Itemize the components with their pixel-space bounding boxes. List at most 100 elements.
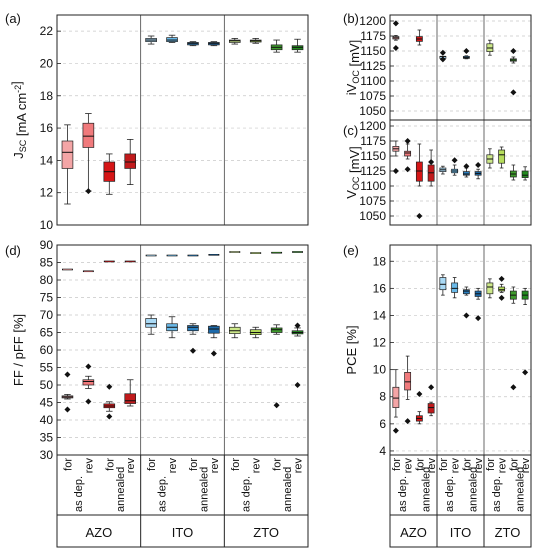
- box-body: [270, 327, 283, 333]
- y-tick-label: 20: [40, 56, 54, 70]
- panel-letter: (b): [343, 11, 359, 26]
- y-tick-label: 1050: [359, 104, 386, 118]
- y-tick-label: 40: [40, 413, 54, 427]
- sweep-label: for: [146, 458, 158, 471]
- box-body: [124, 153, 136, 169]
- outlier-marker: [210, 350, 217, 357]
- y-tick-label: 80: [40, 273, 54, 287]
- plot-frame: [389, 244, 532, 456]
- sweep-label: rev: [403, 458, 415, 474]
- y-tick-label: 1100: [360, 74, 386, 88]
- box-8: [486, 278, 494, 299]
- box-body: [439, 277, 447, 291]
- box-body: [451, 282, 459, 293]
- outlier-marker: [392, 427, 399, 434]
- box-9: [249, 38, 262, 44]
- sweep-label: for: [438, 458, 450, 471]
- outlier-marker: [510, 48, 517, 54]
- y-tick-label: 14: [40, 153, 54, 167]
- outlier-marker: [439, 56, 446, 63]
- box-7: [474, 168, 482, 180]
- sweep-label: rev: [293, 458, 305, 474]
- y-tick-label: 90: [40, 238, 54, 252]
- panel-letter: (c): [343, 123, 358, 138]
- y-axis-label: FF / pFF [%]: [11, 314, 26, 386]
- box-10: [509, 164, 517, 181]
- box-5: [451, 277, 459, 299]
- box-10: [509, 286, 517, 304]
- box-9: [498, 146, 506, 169]
- outlier-marker: [404, 418, 411, 425]
- y-axis-label-part: SC: [18, 139, 28, 152]
- sweep-label: rev: [251, 458, 263, 474]
- box-0: [392, 35, 400, 41]
- y-tick-label: 75: [40, 291, 54, 305]
- sweep-label: rev: [473, 458, 485, 474]
- y-tick-label: 35: [40, 431, 54, 445]
- y-tick-label: 55: [40, 361, 54, 375]
- box-8: [229, 38, 241, 45]
- box-0: [61, 394, 74, 400]
- outlier-marker: [85, 363, 92, 370]
- box-8: [229, 323, 241, 339]
- box-2: [415, 29, 423, 46]
- y-tick-label: 85: [40, 256, 54, 270]
- y-tick-label: 60: [40, 343, 54, 357]
- box-11: [521, 166, 529, 181]
- y-tick-label: 70: [40, 308, 54, 322]
- box-body: [208, 325, 220, 334]
- y-axis-label-part: [mV]: [347, 40, 362, 70]
- material-label: AZO: [85, 525, 112, 540]
- box-body: [486, 282, 494, 295]
- box-5: [451, 164, 459, 176]
- y-tick-label: 6: [379, 417, 386, 431]
- box-body: [82, 379, 95, 386]
- y-tick-label: 4: [379, 444, 386, 458]
- outlier-marker: [522, 369, 529, 376]
- strip-frame: [56, 454, 309, 548]
- panel-letter: (e): [343, 243, 359, 258]
- sweep-label: for: [104, 458, 116, 471]
- box-0: [392, 369, 400, 418]
- box-6: [462, 167, 470, 178]
- outlier-marker: [498, 275, 505, 282]
- outlier-marker: [416, 391, 423, 398]
- strip-frame: [389, 454, 532, 548]
- panel-3: 30 35 40 45 50 55 60 65 70 75 80 85 90 (d) FF / pFF [%…: [5, 238, 309, 462]
- y-axis-label-part: PCE [%]: [344, 325, 359, 374]
- material-label: ITO: [450, 525, 471, 540]
- sweep-label: rev: [520, 458, 532, 474]
- y-axis-label: PCE [%]: [344, 325, 359, 374]
- sweep-label: for: [508, 458, 520, 471]
- outlier-marker: [189, 347, 196, 354]
- sweep-label: for: [230, 458, 242, 471]
- y-tick-label: 18: [373, 254, 387, 268]
- outlier-marker: [64, 406, 71, 413]
- box-7: [208, 325, 220, 339]
- box-body: [462, 289, 470, 295]
- outlier-marker: [64, 371, 71, 378]
- box-4: [145, 35, 157, 45]
- box-11: [291, 38, 304, 53]
- box-body: [498, 149, 506, 164]
- box-2: [103, 401, 116, 412]
- box-1: [82, 113, 95, 192]
- box-7: [474, 287, 482, 300]
- panel-letter: (a): [5, 11, 21, 26]
- outlier-marker: [451, 157, 458, 164]
- y-tick-label: 1075: [359, 194, 386, 208]
- box-9: [498, 283, 506, 293]
- y-axis-label-part: iV: [344, 83, 359, 95]
- y-tick-label: 1125: [360, 59, 386, 73]
- sweep-label: for: [62, 458, 74, 471]
- box-5: [166, 34, 178, 43]
- y-axis-label-part: [mV]: [347, 146, 362, 176]
- sweep-label: for: [188, 458, 200, 471]
- box-4: [145, 314, 157, 335]
- box-4: [439, 165, 447, 175]
- y-axis-label: iVOC [mV]: [344, 40, 362, 95]
- box-body: [187, 325, 199, 332]
